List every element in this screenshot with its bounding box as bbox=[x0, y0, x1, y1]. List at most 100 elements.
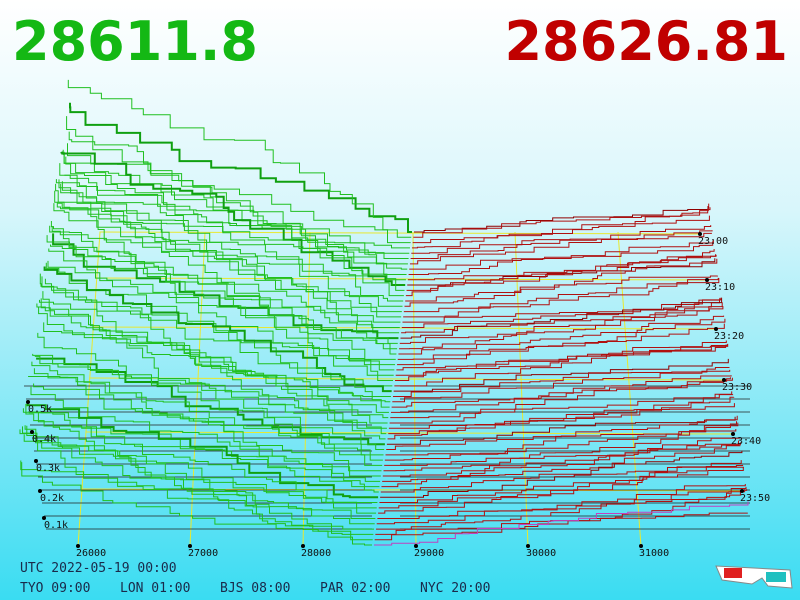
tick-dot bbox=[731, 432, 735, 436]
ask-depth-line bbox=[380, 450, 743, 498]
tick-dot bbox=[740, 489, 744, 493]
timezone: BJS 08:00 bbox=[220, 581, 290, 596]
ask-depth-line bbox=[407, 258, 716, 286]
ask-depth-line bbox=[389, 377, 733, 424]
ask-depth-line bbox=[408, 240, 714, 275]
bid-depth-line bbox=[25, 403, 377, 509]
ask-depth-line bbox=[381, 442, 741, 488]
ask-depth-line bbox=[401, 297, 721, 328]
labels: 0.5k 0.4k 0.3k 0.2k 0.1k 23:00 23:10 23:20 23:30… bbox=[26, 232, 770, 559]
ask-depth-line bbox=[397, 323, 725, 360]
grid-line bbox=[514, 231, 529, 547]
ask-depth-line bbox=[399, 306, 724, 350]
depth-label: 0.2k bbox=[40, 493, 64, 504]
tick-dot bbox=[188, 544, 192, 548]
ask-depth-line bbox=[382, 443, 741, 482]
bid-depth-line bbox=[50, 244, 397, 355]
tick-dot bbox=[301, 544, 305, 548]
grid-line bbox=[92, 326, 717, 330]
bid-depth-line bbox=[39, 299, 388, 424]
ask-depth-line bbox=[399, 302, 723, 344]
ask-depth-line bbox=[387, 403, 735, 440]
ask-depth-line bbox=[410, 232, 712, 260]
ask-depth-line bbox=[391, 377, 731, 408]
bid-depth-line bbox=[67, 79, 411, 244]
ask-depth-line bbox=[393, 358, 729, 392]
timezone: LON 01:00 bbox=[120, 581, 190, 596]
time-label: 23:10 bbox=[705, 282, 735, 293]
ask-depth-line bbox=[407, 249, 715, 281]
bid-depth-line bbox=[60, 183, 405, 291]
ask-depth-line bbox=[374, 512, 748, 541]
bid-depth-line bbox=[52, 233, 399, 340]
bid-depth-line bbox=[30, 386, 381, 477]
ask-depth-line bbox=[402, 299, 720, 323]
bid-depth-line bbox=[39, 273, 389, 419]
bid-depth-line bbox=[22, 408, 375, 525]
time-label: 23:50 bbox=[740, 493, 770, 504]
price-label: 31000 bbox=[639, 548, 669, 559]
bid-depth-line bbox=[55, 183, 401, 323]
tick-dot bbox=[38, 489, 42, 493]
ask-depth-line bbox=[395, 344, 728, 382]
bid-depth-line bbox=[46, 235, 394, 376]
time-label: 23:30 bbox=[722, 382, 752, 393]
ask-depth-line bbox=[411, 225, 712, 254]
bid-depth-line bbox=[59, 163, 404, 297]
ask-depth-line bbox=[403, 277, 719, 313]
bid-depth-line bbox=[36, 303, 386, 440]
bid-depth-line bbox=[51, 226, 398, 344]
ask-depth-line bbox=[376, 484, 746, 525]
bid-depth-line bbox=[60, 151, 406, 287]
ask-depth-line bbox=[394, 343, 729, 387]
grid-line bbox=[99, 231, 701, 235]
tick-dot bbox=[639, 544, 643, 548]
bid-depth-line bbox=[32, 353, 383, 466]
bid-depth-line bbox=[47, 260, 395, 371]
bid-depth-line bbox=[21, 462, 374, 535]
bid-depth-line bbox=[19, 429, 372, 546]
bid-price: 28611.8 bbox=[12, 10, 258, 73]
bid-depth-line bbox=[54, 190, 400, 328]
bid-depth-line bbox=[20, 460, 373, 541]
bid-depth-line bbox=[41, 276, 390, 408]
ask-depth-line bbox=[377, 489, 746, 519]
ask-price: 28626.81 bbox=[504, 10, 788, 73]
bid-depth-line bbox=[26, 401, 379, 499]
tick-dot bbox=[42, 516, 46, 520]
ask-depth-line bbox=[401, 298, 722, 334]
grid-line bbox=[412, 231, 417, 547]
tick-dot bbox=[34, 459, 38, 463]
ask-depth-line bbox=[380, 460, 742, 493]
ask-depth-line bbox=[409, 241, 714, 270]
ask-depth-line bbox=[374, 501, 749, 546]
bid-depth-line bbox=[49, 225, 396, 360]
timezone: NYC 20:00 bbox=[420, 581, 490, 596]
ask-depth-line bbox=[392, 369, 731, 403]
ask-depth-line bbox=[382, 437, 740, 477]
ask-depth-line bbox=[388, 396, 735, 435]
bid-depth-line bbox=[34, 355, 385, 451]
bid-depth-line bbox=[28, 376, 379, 493]
ask-depth-line bbox=[386, 429, 737, 451]
ask-depth-line bbox=[409, 230, 713, 265]
bid-depth-line bbox=[63, 151, 408, 270]
ask-depth-line bbox=[403, 278, 720, 318]
tick-dot bbox=[30, 430, 34, 434]
tick-dot bbox=[76, 544, 80, 548]
bid-depth-line bbox=[28, 412, 380, 488]
depth-label: 0.1k bbox=[44, 520, 68, 531]
ask-depth-line bbox=[411, 207, 711, 249]
ask-depth-line bbox=[414, 206, 709, 233]
depth-lines bbox=[19, 79, 749, 546]
timezone: PAR 02:00 bbox=[320, 581, 390, 596]
ask-depth-line bbox=[390, 375, 732, 413]
grid-line bbox=[89, 377, 725, 381]
ask-depth-line bbox=[405, 258, 718, 302]
bid-depth-line bbox=[26, 425, 378, 504]
ask-depth-line bbox=[395, 340, 727, 376]
depth-label: 0.3k bbox=[36, 463, 60, 474]
ask-depth-line bbox=[404, 275, 718, 307]
ask-depth-line bbox=[379, 464, 744, 504]
timezone: TYO 09:00 bbox=[20, 581, 90, 596]
